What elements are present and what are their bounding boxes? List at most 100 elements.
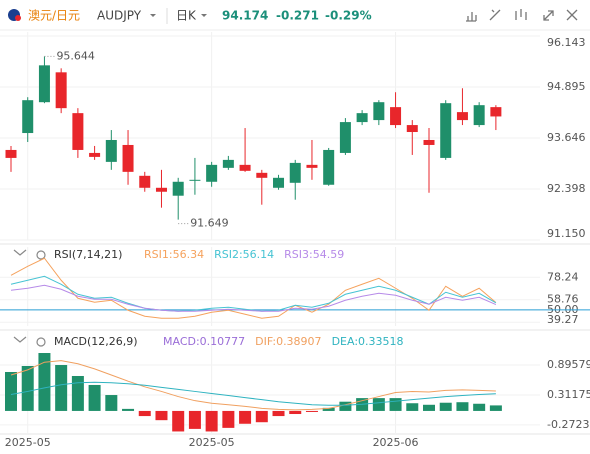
indicator-line xyxy=(10,381,496,406)
candle-body xyxy=(5,149,17,158)
candle-body xyxy=(122,144,134,172)
macd-bar xyxy=(473,403,486,411)
macd-bar xyxy=(222,410,235,428)
candle-body xyxy=(473,105,485,126)
candle-body xyxy=(139,175,151,188)
indicator-line xyxy=(10,284,497,312)
legend-entry: MACD:0.10777 xyxy=(163,335,245,348)
dropdown-arrow[interactable] xyxy=(150,14,156,17)
candle-body xyxy=(373,102,385,121)
macd-bar xyxy=(105,395,118,411)
candle-body xyxy=(289,162,301,183)
x-tick-label: 2025-05 xyxy=(5,436,51,449)
candle-body xyxy=(306,164,318,168)
indicator-icon[interactable] xyxy=(466,12,477,22)
candle-body xyxy=(456,112,468,121)
change: -0.271 xyxy=(276,9,319,23)
pair-name[interactable]: 澳元/日元 xyxy=(28,9,80,23)
y-tick-label: 39.27 xyxy=(547,313,579,326)
macd-bar xyxy=(322,407,335,411)
candle-body xyxy=(155,187,167,192)
close-icon[interactable] xyxy=(566,9,578,21)
flag-icon-dot xyxy=(15,15,21,21)
candle-body xyxy=(105,139,117,162)
macd-bar xyxy=(55,365,68,411)
settings-icon[interactable] xyxy=(36,337,46,347)
candle-body xyxy=(206,164,218,182)
indicator-line xyxy=(10,360,496,411)
dropdown-arrow[interactable] xyxy=(201,14,207,17)
macd-bar xyxy=(339,401,352,411)
macd-bar xyxy=(289,410,302,415)
candle-body xyxy=(406,125,418,133)
macd-bar xyxy=(456,402,469,411)
candle-body xyxy=(423,139,435,145)
candle-body xyxy=(239,164,251,171)
candle-body xyxy=(323,149,335,185)
x-tick-label: 2025-06 xyxy=(373,436,419,449)
macd-bar xyxy=(138,410,151,417)
legend-entry: RSI2:56.14 xyxy=(214,248,274,261)
macd-bar xyxy=(489,405,502,411)
candle-body xyxy=(172,181,184,196)
macd-bar xyxy=(188,410,201,429)
indicator-line xyxy=(10,257,497,319)
symbol[interactable]: AUDJPY xyxy=(97,9,142,23)
collapse-icon[interactable] xyxy=(13,249,27,256)
candle-body xyxy=(72,113,84,150)
macd-bar xyxy=(272,410,285,417)
y-tick-label: 96.143 xyxy=(547,36,586,49)
candle-body xyxy=(256,172,268,178)
macd-bar xyxy=(255,410,268,423)
macd-bar xyxy=(21,365,34,411)
y-tick-label: 94.895 xyxy=(547,80,586,93)
draw-icon[interactable] xyxy=(489,9,501,21)
macd-bar xyxy=(5,371,17,411)
candle-body xyxy=(55,72,67,109)
macd-bar xyxy=(439,402,452,411)
macd-bar xyxy=(305,410,318,412)
y-tick-label: 92.398 xyxy=(547,182,586,195)
candle-body xyxy=(38,65,50,103)
change-percent: -0.29% xyxy=(325,9,372,23)
candle-body xyxy=(390,107,402,126)
legend-entry: DEA:0.33518 xyxy=(332,335,404,348)
panel-title: RSI(7,14,21) xyxy=(54,248,122,261)
macd-bar xyxy=(239,410,252,424)
macd-bar xyxy=(172,410,185,432)
candle-body xyxy=(89,152,101,157)
period[interactable]: 日K xyxy=(176,9,197,23)
panel-title: MACD(12,26,9) xyxy=(54,335,138,348)
candle-body xyxy=(339,122,351,153)
candle-icon[interactable] xyxy=(515,9,527,20)
macd-bar xyxy=(406,403,419,411)
candle-body xyxy=(490,107,502,117)
annotation: 95.644 xyxy=(56,49,95,62)
y-tick-label: 93.646 xyxy=(547,131,586,144)
annotation: 91.649 xyxy=(190,217,229,230)
collapse-icon[interactable] xyxy=(13,336,27,343)
price: 94.174 xyxy=(222,9,268,23)
settings-icon[interactable] xyxy=(36,250,46,260)
x-tick-label: 2025-05 xyxy=(189,436,235,449)
macd-bar xyxy=(38,353,51,411)
macd-bar xyxy=(205,410,218,432)
macd-bar xyxy=(155,410,168,421)
y-tick-label: 0.89579 xyxy=(547,358,590,371)
macd-bar xyxy=(372,398,385,411)
macd-bar xyxy=(389,398,402,411)
candle-body xyxy=(273,177,285,188)
y-tick-label: 91.150 xyxy=(547,227,586,240)
indicator-line xyxy=(10,275,497,312)
expand-icon[interactable] xyxy=(543,10,554,21)
candle-body xyxy=(440,103,452,158)
toolbar: 澳元/日元 AUDJPY 日K 94.174 -0.271 -0.29% xyxy=(0,8,590,31)
macd-bar xyxy=(71,375,84,411)
legend-entry: RSI3:54.59 xyxy=(284,248,344,261)
legend-entry: RSI1:56.34 xyxy=(144,248,204,261)
candle-body xyxy=(356,113,368,123)
y-tick-label: 78.24 xyxy=(547,270,579,283)
candle-body xyxy=(189,179,201,181)
